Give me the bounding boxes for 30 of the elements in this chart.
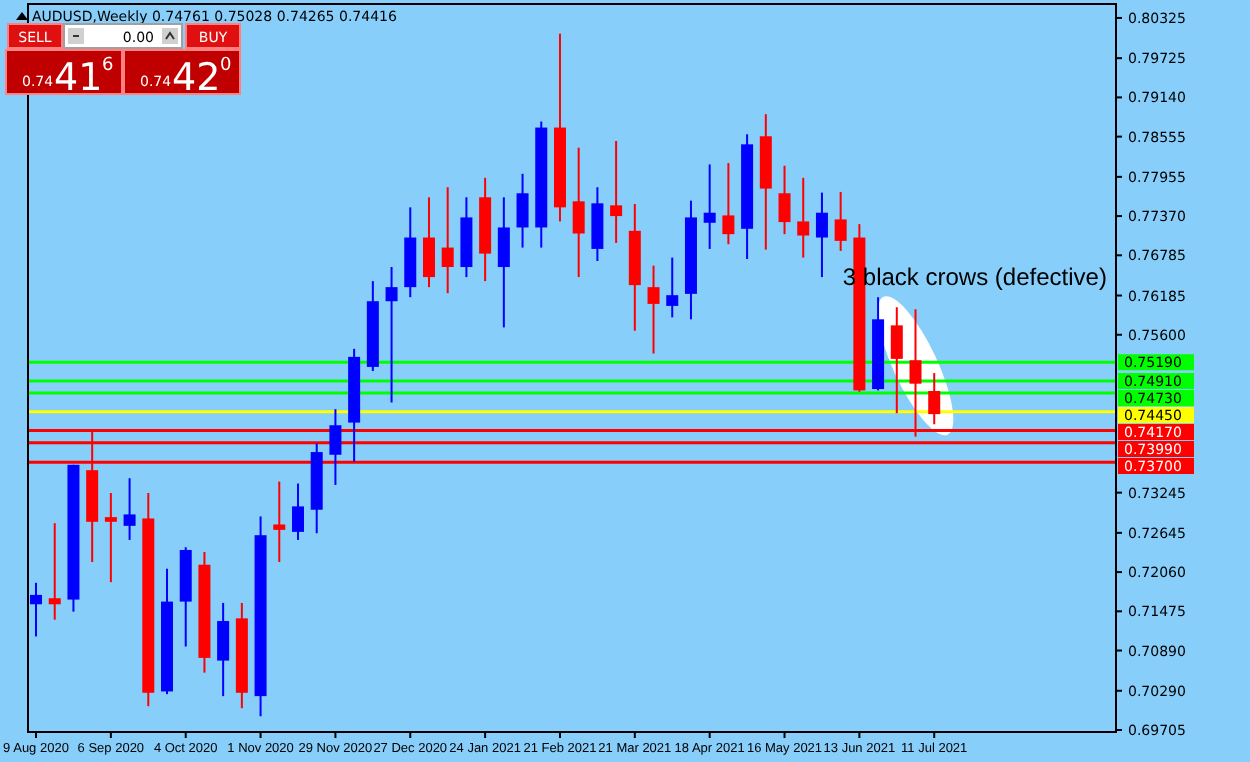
candlestick xyxy=(834,190,847,252)
candlestick xyxy=(703,163,716,250)
candlestick xyxy=(572,146,585,279)
annotation: 6 xyxy=(102,56,114,76)
candlestick xyxy=(48,522,61,621)
candlestick xyxy=(722,162,735,246)
annotation: 0 xyxy=(220,56,232,76)
candlestick xyxy=(647,264,660,355)
candlestick xyxy=(666,256,679,319)
candlestick xyxy=(928,372,941,426)
candlestick xyxy=(591,186,604,262)
candlestick xyxy=(217,601,230,698)
candlestick xyxy=(329,408,342,486)
annotation: 41 xyxy=(54,56,103,100)
candlestick xyxy=(516,172,529,249)
candlestick xyxy=(422,196,435,289)
candlestick xyxy=(104,491,117,584)
candlestick xyxy=(778,164,791,236)
candlestick xyxy=(815,191,828,279)
candlestick xyxy=(890,306,903,415)
annotation: 42 xyxy=(172,56,221,100)
candlestick xyxy=(385,266,398,404)
candlestick xyxy=(797,176,810,259)
candlestick xyxy=(610,139,623,244)
candlestick xyxy=(30,581,43,638)
candlestick xyxy=(123,477,136,541)
candlestick xyxy=(292,482,304,541)
candlestick xyxy=(497,196,510,329)
candlestick xyxy=(441,186,454,295)
candlestick xyxy=(273,480,286,564)
